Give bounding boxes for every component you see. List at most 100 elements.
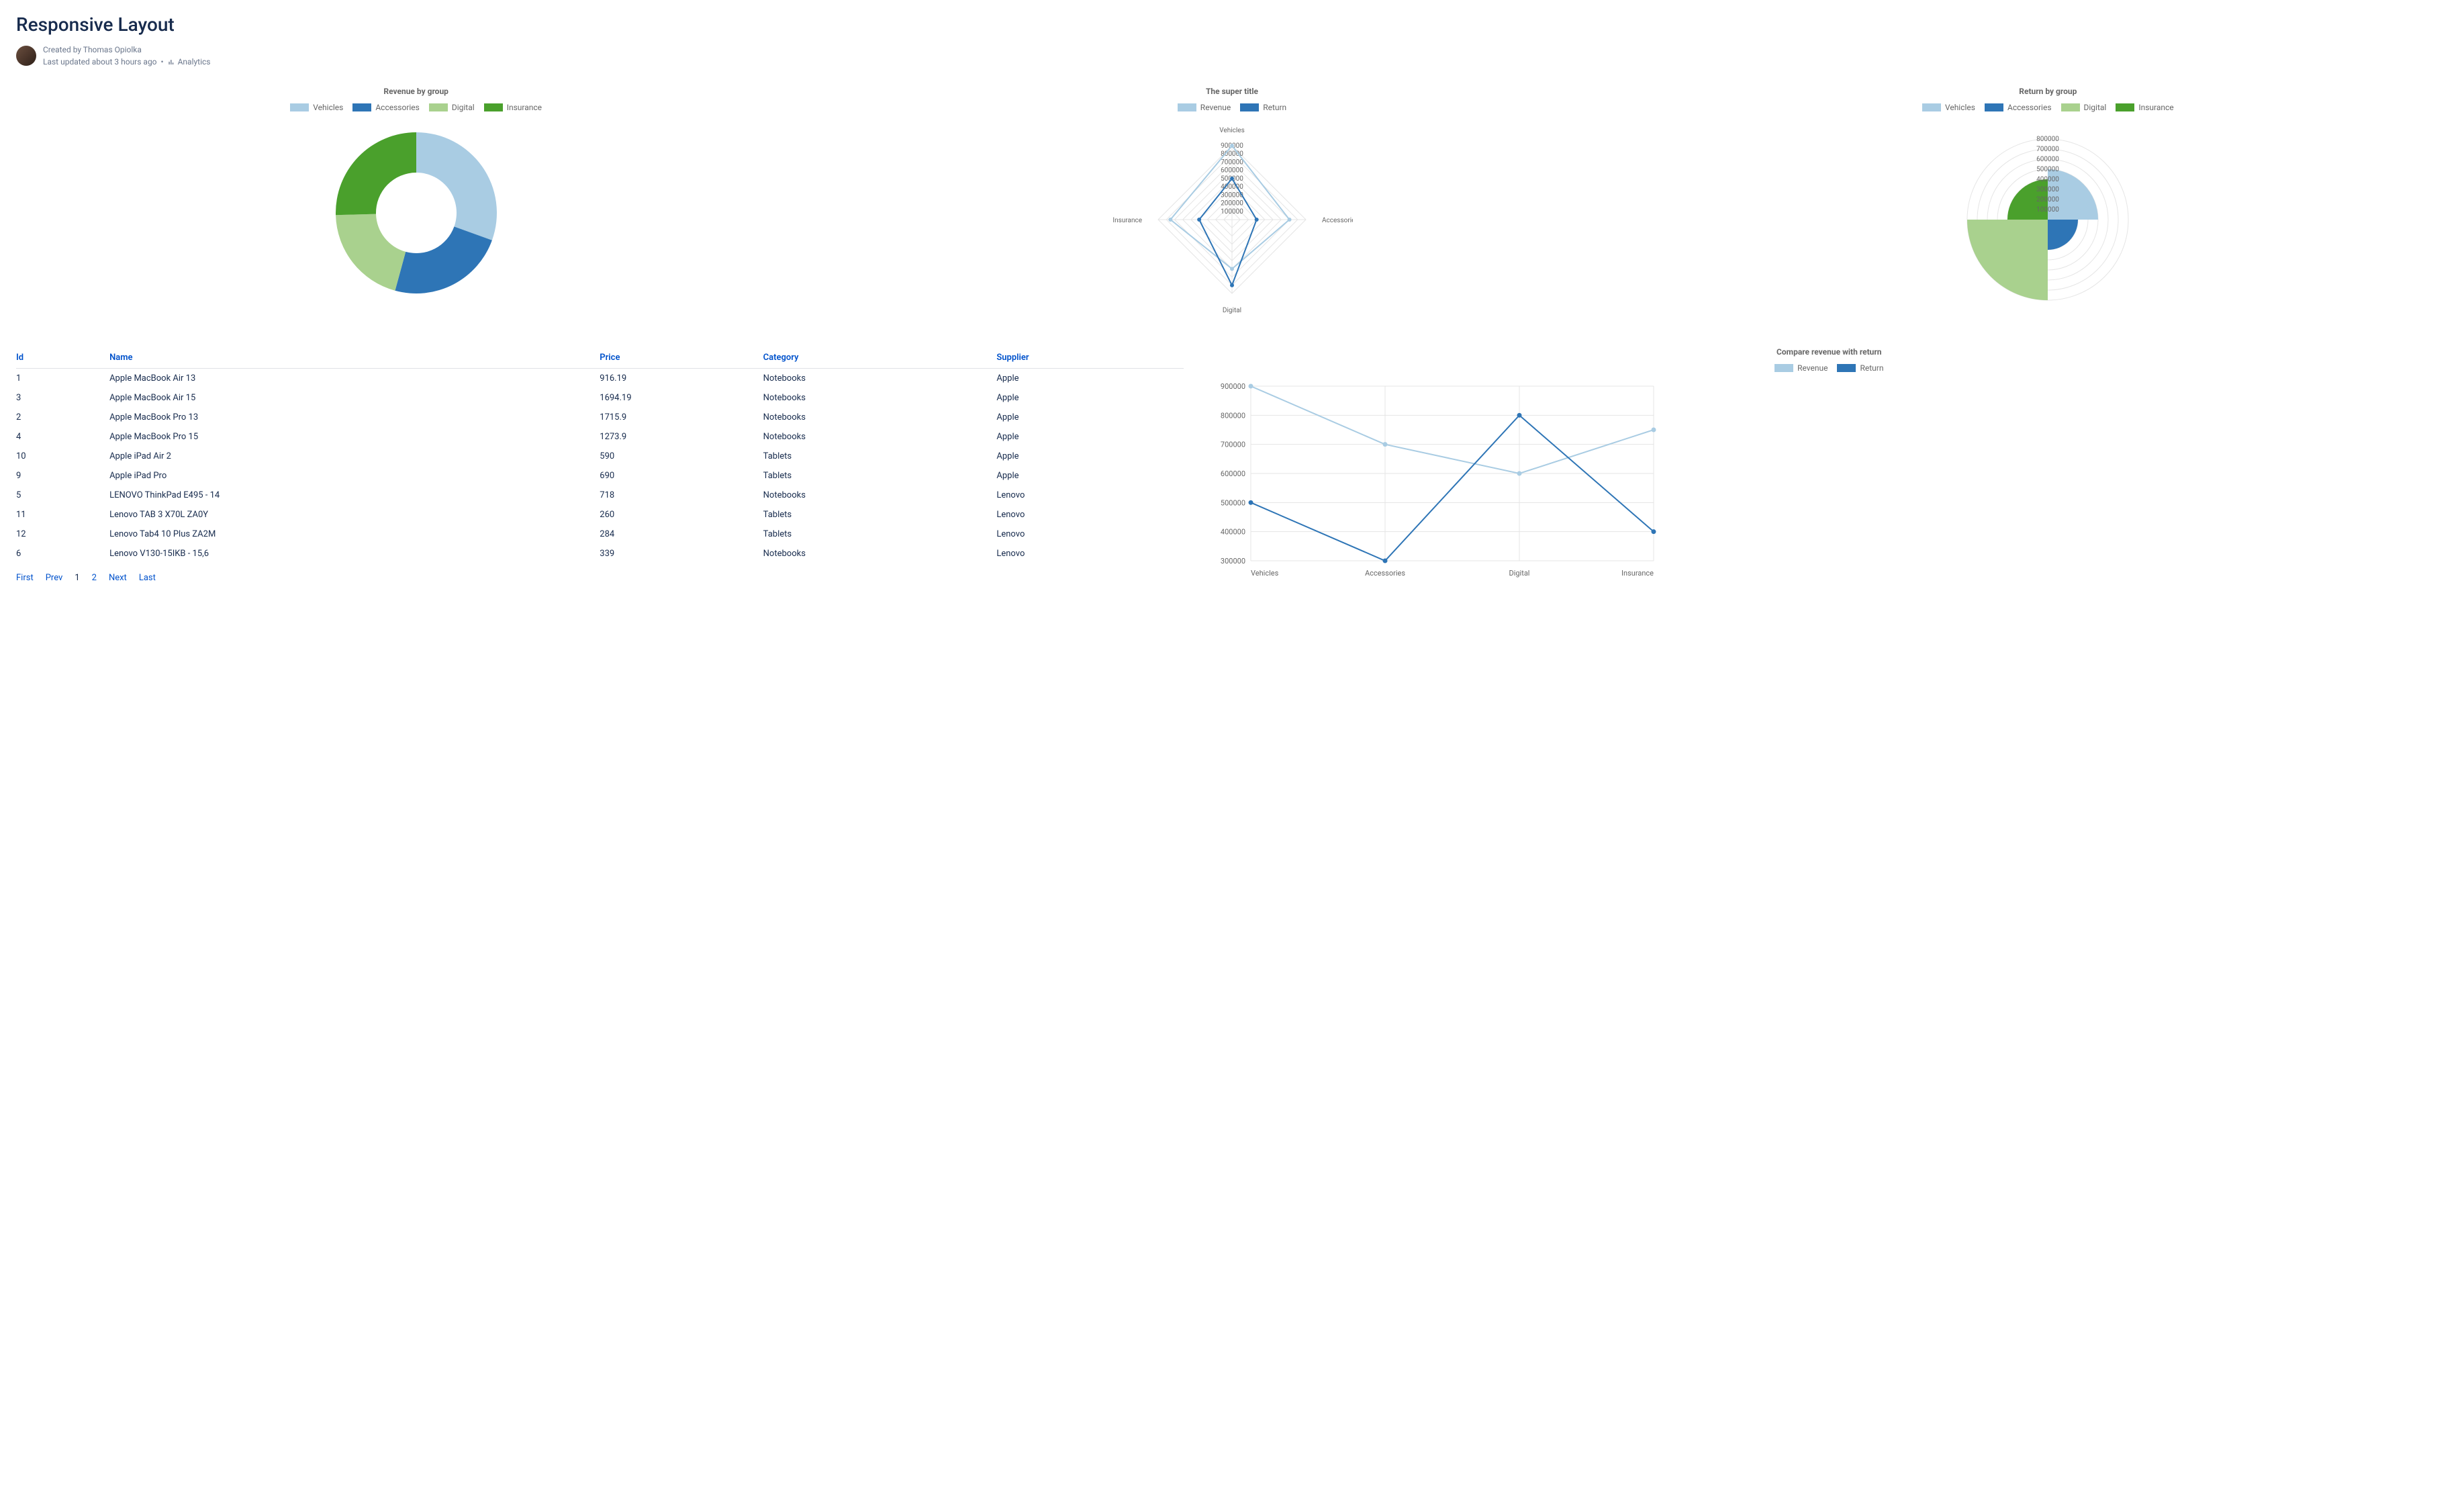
table-cell: 590 (600, 447, 763, 466)
line-point[interactable] (1517, 471, 1521, 476)
legend-item[interactable]: Revenue (1774, 363, 1828, 373)
table-row[interactable]: 10Apple iPad Air 2590TabletsApple (16, 447, 1184, 466)
legend-item[interactable]: Return (1240, 103, 1286, 112)
line-point[interactable] (1382, 442, 1387, 447)
polar-tick-label: 100000 (2036, 206, 2059, 214)
legend-item[interactable]: Revenue (1178, 103, 1231, 112)
radar-axis-label: Accessories (1322, 217, 1353, 224)
line-series[interactable] (1251, 415, 1654, 561)
polar-tick-label: 800000 (2036, 136, 2059, 143)
legend-item[interactable]: Vehicles (1922, 103, 1975, 112)
pagination-link[interactable]: Last (139, 573, 156, 583)
y-tick-label: 400000 (1220, 528, 1245, 537)
donut-chart (316, 119, 517, 300)
line-point[interactable] (1651, 529, 1656, 534)
line-series[interactable] (1251, 386, 1654, 473)
table-cell: Notebooks (763, 369, 997, 389)
donut-slice[interactable] (416, 132, 497, 240)
radar-title: The super title (1206, 87, 1258, 96)
legend-item[interactable]: Digital (2061, 103, 2107, 112)
y-tick-label: 800000 (1220, 411, 1245, 420)
pagination-link[interactable]: 1 (75, 573, 79, 583)
line-point[interactable] (1651, 428, 1656, 432)
table-cell: 1715.9 (600, 408, 763, 427)
pagination-link[interactable]: First (16, 573, 34, 583)
avatar[interactable] (16, 46, 36, 66)
legend-item[interactable]: Accessories (352, 103, 420, 112)
table-cell: 1 (16, 369, 109, 389)
polar-tick-label: 400000 (2036, 176, 2059, 183)
legend-label: Revenue (1797, 363, 1828, 373)
line-chart: 3000004000005000006000007000008000009000… (1211, 379, 1667, 581)
data-table-panel: IdNamePriceCategorySupplier 1Apple MacBo… (16, 347, 1184, 583)
radar-tick-label: 200000 (1221, 200, 1243, 208)
legend-item[interactable]: Insurance (2116, 103, 2173, 112)
table-header[interactable]: Id (16, 347, 109, 369)
pagination-link[interactable]: Prev (46, 573, 63, 583)
analytics-icon (168, 58, 175, 66)
legend-item[interactable]: Digital (429, 103, 475, 112)
analytics-link[interactable]: Analytics (168, 56, 211, 68)
radar-point[interactable] (1230, 283, 1234, 287)
radar-axis-label: Insurance (1112, 217, 1142, 224)
table-cell: Tablets (763, 525, 997, 544)
donut-title: Revenue by group (383, 87, 448, 96)
table-cell: Apple MacBook Pro 15 (109, 427, 600, 447)
radar-tick-label: 400000 (1221, 183, 1243, 191)
table-row[interactable]: 9Apple iPad Pro690TabletsApple (16, 466, 1184, 486)
radar-point[interactable] (1255, 218, 1259, 222)
polar-legend: Vehicles Accessories Digital Insurance (1922, 103, 2174, 112)
radar-point[interactable] (1168, 218, 1172, 222)
legend-swatch (352, 103, 371, 111)
table-cell: 2 (16, 408, 109, 427)
donut-slice[interactable] (395, 226, 491, 293)
table-row[interactable]: 1Apple MacBook Air 13916.19NotebooksAppl… (16, 369, 1184, 389)
radar-point[interactable] (1230, 177, 1234, 181)
legend-label: Insurance (507, 103, 542, 112)
table-cell: Apple MacBook Air 15 (109, 388, 600, 408)
polar-bar[interactable] (2048, 220, 2078, 250)
radar-chart: VehiclesAccessoriesDigitalInsurance10000… (1111, 119, 1353, 314)
legend-item[interactable]: Accessories (1985, 103, 2052, 112)
radar-point[interactable] (1197, 218, 1201, 222)
legend-item[interactable]: Insurance (484, 103, 542, 112)
table-row[interactable]: 2Apple MacBook Pro 131715.9NotebooksAppl… (16, 408, 1184, 427)
table-cell: Lenovo TAB 3 X70L ZA0Y (109, 505, 600, 525)
table-header[interactable]: Price (600, 347, 763, 369)
table-row[interactable]: 12Lenovo Tab4 10 Plus ZA2M284TabletsLeno… (16, 525, 1184, 544)
radar-point[interactable] (1230, 144, 1234, 148)
legend-label: Accessories (375, 103, 420, 112)
x-tick-label: Insurance (1621, 569, 1654, 578)
table-row[interactable]: 3Apple MacBook Air 151694.19NotebooksApp… (16, 388, 1184, 408)
polar-bar[interactable] (1967, 220, 2048, 300)
table-cell: 12 (16, 525, 109, 544)
legend-item[interactable]: Return (1837, 363, 1883, 373)
radar-point[interactable] (1230, 267, 1234, 271)
legend-swatch (1922, 103, 1941, 111)
legend-swatch (290, 103, 309, 111)
table-header[interactable]: Supplier (996, 347, 1183, 369)
radar-point[interactable] (1288, 218, 1292, 222)
table-header[interactable]: Name (109, 347, 600, 369)
table-row[interactable]: 11Lenovo TAB 3 X70L ZA0Y260TabletsLenovo (16, 505, 1184, 525)
line-point[interactable] (1248, 384, 1253, 389)
legend-swatch (1178, 103, 1196, 111)
table-row[interactable]: 6Lenovo V130-15IKB - 15,6339NotebooksLen… (16, 544, 1184, 563)
pagination-link[interactable]: 2 (92, 573, 97, 583)
table-cell: Notebooks (763, 544, 997, 563)
donut-slice[interactable] (336, 214, 406, 291)
table-header[interactable]: Category (763, 347, 997, 369)
legend-item[interactable]: Vehicles (290, 103, 343, 112)
table-row[interactable]: 5LENOVO ThinkPad E495 - 14718NotebooksLe… (16, 486, 1184, 505)
table-cell: Apple (996, 408, 1183, 427)
pagination-link[interactable]: Next (109, 573, 127, 583)
radar-legend: Revenue Return (1178, 103, 1286, 112)
table-row[interactable]: 4Apple MacBook Pro 151273.9NotebooksAppl… (16, 427, 1184, 447)
line-point[interactable] (1382, 559, 1387, 563)
line-point[interactable] (1248, 500, 1253, 505)
line-point[interactable] (1517, 413, 1521, 418)
table-cell: Notebooks (763, 408, 997, 427)
donut-slice[interactable] (336, 132, 416, 215)
radar-axis-label: Vehicles (1219, 127, 1245, 134)
table-cell: Apple (996, 447, 1183, 466)
